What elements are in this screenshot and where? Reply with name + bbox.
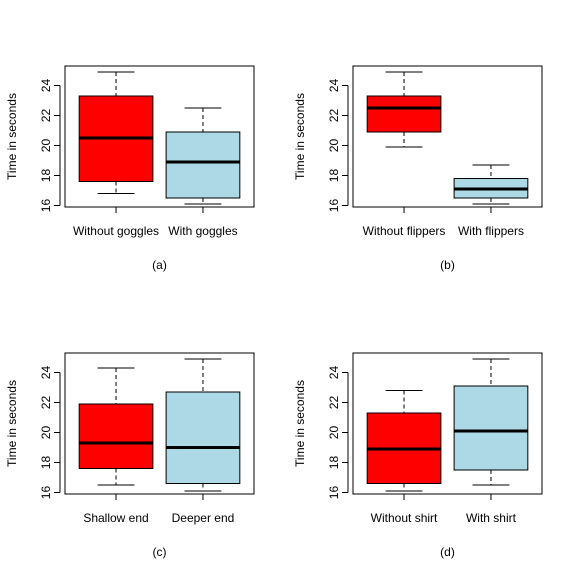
y-tick-label: 20 xyxy=(39,139,53,153)
box-2 xyxy=(453,358,529,486)
y-tick-label: 22 xyxy=(39,109,53,123)
y-tick-label: 18 xyxy=(327,169,341,183)
plot-frame xyxy=(64,65,255,208)
panel-caption: (a) xyxy=(152,258,167,272)
y-axis-label: Time in seconds xyxy=(293,380,307,467)
y-axis-label: Time in seconds xyxy=(5,93,19,180)
y-axis-label: Time in seconds xyxy=(293,93,307,180)
chart-panel-2: 16 18 20 22 24 Time in seconds Without flipper… xyxy=(293,65,543,272)
category-label: With goggles xyxy=(168,224,237,238)
iqr-box xyxy=(165,131,241,199)
y-tick-label: 22 xyxy=(39,396,53,410)
y-tick-label: 24 xyxy=(39,366,53,380)
iqr-box xyxy=(366,95,442,133)
y-tick-label: 18 xyxy=(39,169,53,183)
y-tick-label: 16 xyxy=(327,486,341,500)
y-tick-label: 18 xyxy=(39,456,53,470)
iqr-box xyxy=(78,403,154,469)
plot-frame xyxy=(352,65,543,208)
chart-panel-4: 16 18 20 22 24 Time in seconds Without shirt Wi… xyxy=(293,352,543,559)
y-tick-label: 16 xyxy=(39,486,53,500)
y-tick-label: 16 xyxy=(327,199,341,213)
category-label: With flippers xyxy=(458,224,524,238)
y-tick-label: 18 xyxy=(327,456,341,470)
category-label: Without flippers xyxy=(363,224,446,238)
category-label: Without goggles xyxy=(73,224,159,238)
y-tick-label: 22 xyxy=(327,109,341,123)
box-1 xyxy=(78,367,154,486)
chart-panel-3: 16 18 20 22 24 Time in seconds Shallow end Deep… xyxy=(5,352,255,559)
box-1 xyxy=(366,390,442,492)
chart-panel-1: 16 18 20 22 24 Time in seconds Without goggles… xyxy=(5,65,255,272)
panel-caption: (b) xyxy=(440,258,455,272)
panel-caption: (d) xyxy=(440,545,455,559)
y-tick-label: 20 xyxy=(327,139,341,153)
y-tick-label: 24 xyxy=(327,366,341,380)
plot-frame xyxy=(352,352,543,495)
category-label: Deeper end xyxy=(172,511,235,525)
y-axis-label: Time in seconds xyxy=(5,380,19,467)
category-label: Without shirt xyxy=(371,511,438,525)
box-2 xyxy=(453,164,529,205)
y-tick-label: 22 xyxy=(327,396,341,410)
y-tick-label: 16 xyxy=(39,199,53,213)
box-2 xyxy=(165,107,241,205)
y-tick-label: 20 xyxy=(39,426,53,440)
box-1 xyxy=(78,71,154,194)
category-label: Shallow end xyxy=(83,511,148,525)
plot-frame xyxy=(64,352,255,495)
y-tick-label: 24 xyxy=(327,79,341,93)
box-2 xyxy=(165,358,241,492)
iqr-box xyxy=(453,385,529,471)
panel-caption: (c) xyxy=(153,545,167,559)
y-tick-label: 24 xyxy=(39,79,53,93)
box-1 xyxy=(366,71,442,148)
category-label: With shirt xyxy=(466,511,517,525)
iqr-box xyxy=(165,391,241,484)
y-tick-label: 20 xyxy=(327,426,341,440)
